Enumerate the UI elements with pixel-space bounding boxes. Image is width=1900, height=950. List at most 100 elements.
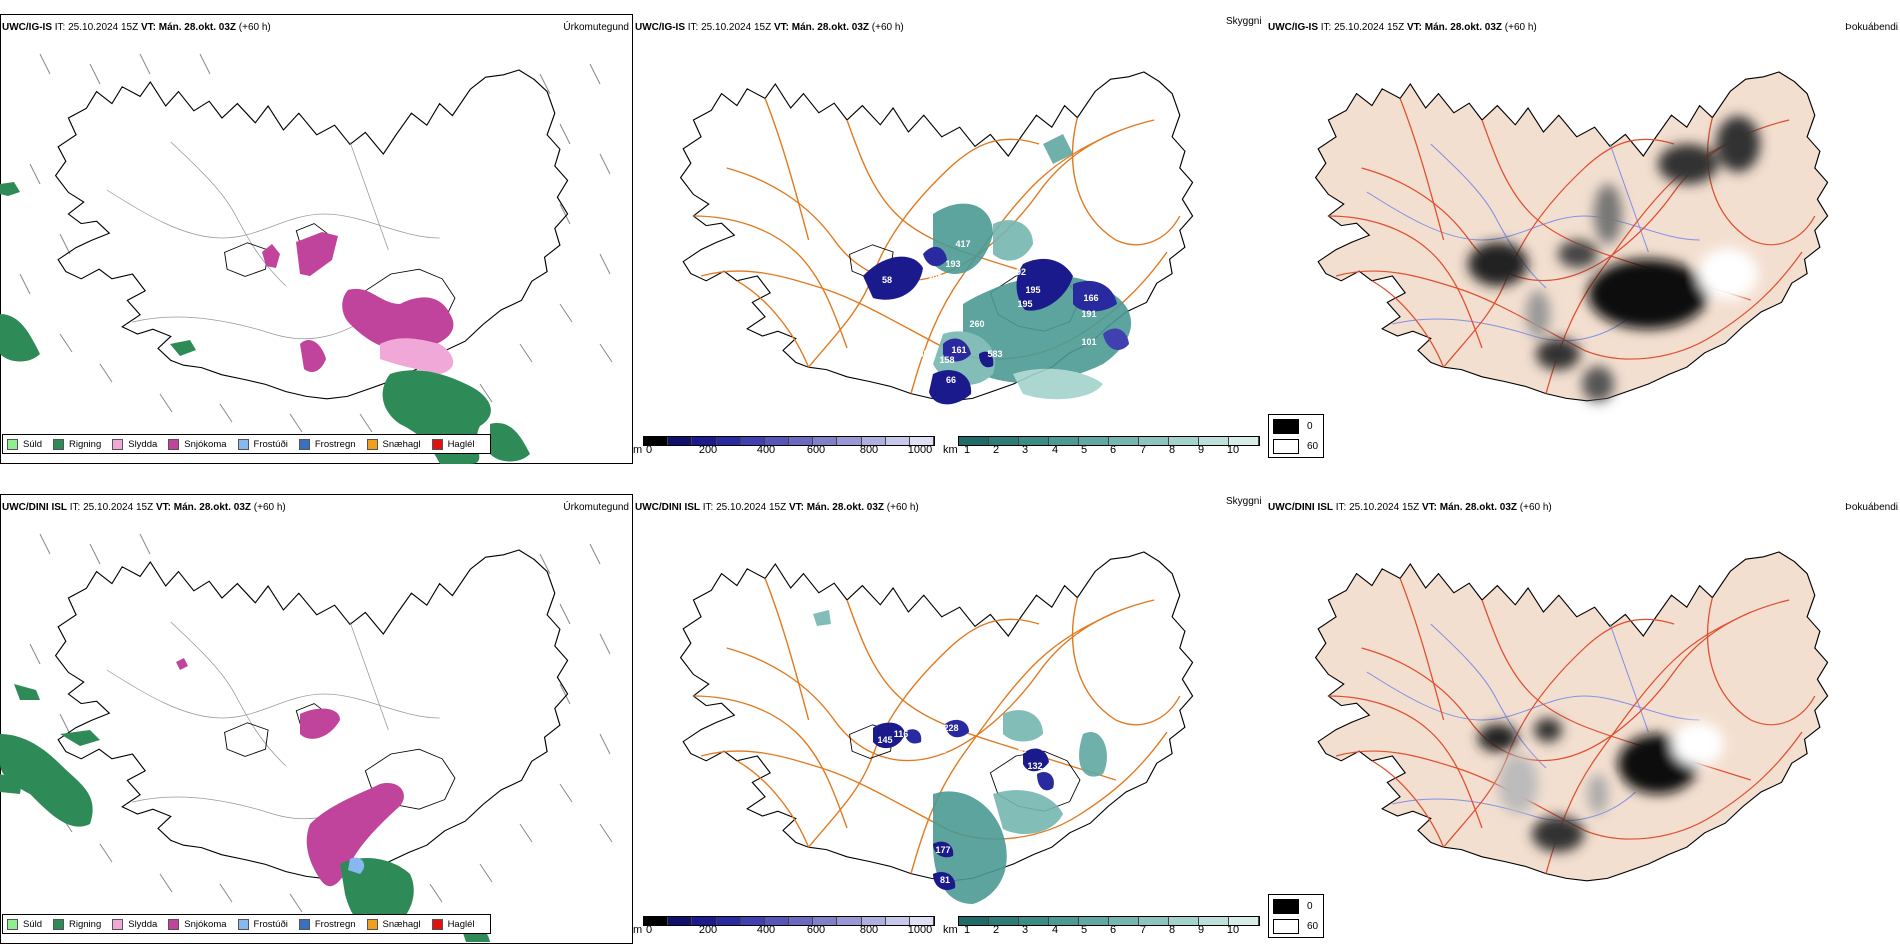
visibility-tick: 2: [992, 924, 1000, 936]
ceiling-label: 97: [1017, 745, 1029, 755]
legend-swatch: [112, 918, 124, 930]
lead-time: (+60 h): [253, 502, 286, 513]
legend-swatch: [53, 918, 65, 930]
colorbar-segment: [909, 437, 935, 445]
ceiling-colorbar-strip: [643, 916, 935, 926]
lead-time: (+60 h): [886, 502, 919, 513]
ceiling-tick: 0: [645, 924, 653, 936]
init-time: IT: 25.10.2024 15Z: [69, 502, 154, 513]
visibility-header: UWC/IG-IS IT: 25.10.2024 15Z VT: Mán. 28…: [635, 22, 904, 34]
colorbar-segment: [692, 917, 717, 925]
visibility-tick: 8: [1168, 444, 1176, 456]
legend-swatch: [7, 918, 18, 930]
legend-swatch: [7, 438, 18, 450]
ceiling-label: 155: [913, 349, 929, 359]
colorbar-segment: [837, 437, 862, 445]
colorbar-segment: [789, 437, 814, 445]
model-name: UWC/DINI ISL: [2, 502, 67, 513]
lead-time: (+60 h): [1519, 502, 1552, 513]
colorbar-segment: [1109, 917, 1139, 925]
visibility-tick: 3: [1021, 444, 1029, 456]
ceiling-tick: 800: [859, 444, 879, 456]
visibility-tick: 7: [1139, 924, 1147, 936]
colorbar-segment: [716, 917, 741, 925]
visibility-tick: 5: [1080, 924, 1088, 936]
visibility-map-svg: [679, 71, 1194, 405]
ceiling-label: 58: [881, 275, 893, 285]
fog-swatch: [1273, 439, 1299, 454]
fog-map-svg: [1314, 551, 1829, 882]
colorbar-segment: [1049, 917, 1079, 925]
legend-item-rigning: Rigning: [53, 438, 101, 450]
low-ceiling-areas: [873, 719, 1054, 891]
legend-swatch: [431, 918, 443, 930]
visibility-tick: 6: [1109, 924, 1117, 936]
ceiling-label: 145: [877, 735, 893, 745]
precip-type-legend: Súld Rigning Slydda Snjókoma Frostúði Fr…: [2, 914, 491, 934]
ceiling-unit: m: [633, 924, 643, 936]
ceiling-tick: 600: [806, 924, 826, 936]
visibility-tick: 9: [1197, 924, 1205, 936]
ceiling-unit: m: [633, 444, 643, 456]
precip-type-map-row1: UWC/IG-IS IT: 25.10.2024 15Z VT: Mán. 28…: [0, 14, 633, 464]
colorbar-segment: [989, 437, 1019, 445]
visibility-tick: 6: [1109, 444, 1117, 456]
colorbar-segment: [813, 437, 838, 445]
fog-header: UWC/DINI ISL IT: 25.10.2024 15Z VT: Mán.…: [1268, 502, 1552, 514]
visibility-tick: 4: [1051, 924, 1059, 936]
ceiling-label: 116: [893, 729, 909, 739]
visibility-tick: 7: [1139, 444, 1147, 456]
visibility-title: Skyggni: [1226, 496, 1262, 507]
ceiling-label: 166: [1083, 293, 1099, 303]
colorbar-segment: [1199, 437, 1229, 445]
legend-swatch: [366, 918, 378, 930]
visibility-areas: [813, 610, 1107, 904]
legend-item-sudl: Súld: [7, 918, 42, 930]
fog-index-map-row1: UWC/IG-IS IT: 25.10.2024 15Z VT: Mán. 28…: [1268, 14, 1900, 464]
ceiling-label: 20: [855, 279, 867, 289]
colorbar-segment: [1169, 437, 1199, 445]
init-time: IT: 25.10.2024 15Z: [1320, 22, 1405, 33]
visibility-map-svg: [679, 551, 1194, 904]
colorbar-segment: [1019, 437, 1049, 445]
colorbar-segment: [644, 917, 669, 925]
precip-type-legend: Súld Rigning Slydda Snjókoma Frostúði Fr…: [2, 434, 491, 454]
visibility-unit: km: [943, 444, 958, 456]
lead-time: (+60 h): [1504, 22, 1537, 33]
ceiling-label: 81: [939, 875, 951, 885]
ceiling-label: 193: [945, 259, 961, 269]
init-time: IT: 25.10.2024 15Z: [54, 22, 139, 33]
visibility-map-row1: 113 417 58 193 205 277 92 195 195 166 26…: [633, 14, 1268, 464]
legend-swatch: [431, 438, 443, 450]
colorbar-segment: [1019, 917, 1049, 925]
model-name: UWC/IG-IS: [1268, 22, 1318, 33]
colorbar-segment: [1139, 917, 1169, 925]
fog-legend-row: 0: [1273, 419, 1313, 434]
legend-item-haglel: Haglél: [431, 438, 475, 450]
fog-swatch: [1273, 419, 1299, 434]
ceiling-label: 191: [1081, 309, 1097, 319]
fog-legend-row: 60: [1273, 919, 1318, 934]
ceiling-colorbar-strip: [643, 436, 935, 446]
fog-swatch: [1273, 919, 1299, 934]
model-name: UWC/IG-IS: [635, 22, 685, 33]
ceiling-label: 177: [935, 845, 951, 855]
valid-time: VT: Mán. 28.okt. 03Z: [1406, 22, 1502, 33]
ceiling-label: 583: [987, 349, 1003, 359]
visibility-title: Skyggni: [1226, 16, 1262, 27]
visibility-tick: 10: [1226, 924, 1240, 936]
init-time: IT: 25.10.2024 15Z: [1335, 502, 1420, 513]
ceiling-label: 66: [945, 375, 957, 385]
legend-item-frostregn: Frostregn: [298, 438, 356, 450]
legend-item-snjokoma: Snjókoma: [168, 918, 227, 930]
visibility-colorbar: km 1 2 3 4 5 6 7 8 9 10: [943, 436, 1260, 460]
valid-time: VT: Mán. 28.okt. 03Z: [155, 502, 251, 513]
ceiling-tick: 200: [698, 924, 718, 936]
fog-shading: [1468, 116, 1760, 402]
valid-time: VT: Mán. 28.okt. 03Z: [788, 502, 884, 513]
visibility-tick: 9: [1197, 444, 1205, 456]
legend-item-rigning: Rigning: [53, 918, 101, 930]
visibility-tick: 10: [1226, 444, 1240, 456]
ceiling-label: 376: [931, 745, 947, 755]
ceiling-label: 132: [1027, 761, 1043, 771]
